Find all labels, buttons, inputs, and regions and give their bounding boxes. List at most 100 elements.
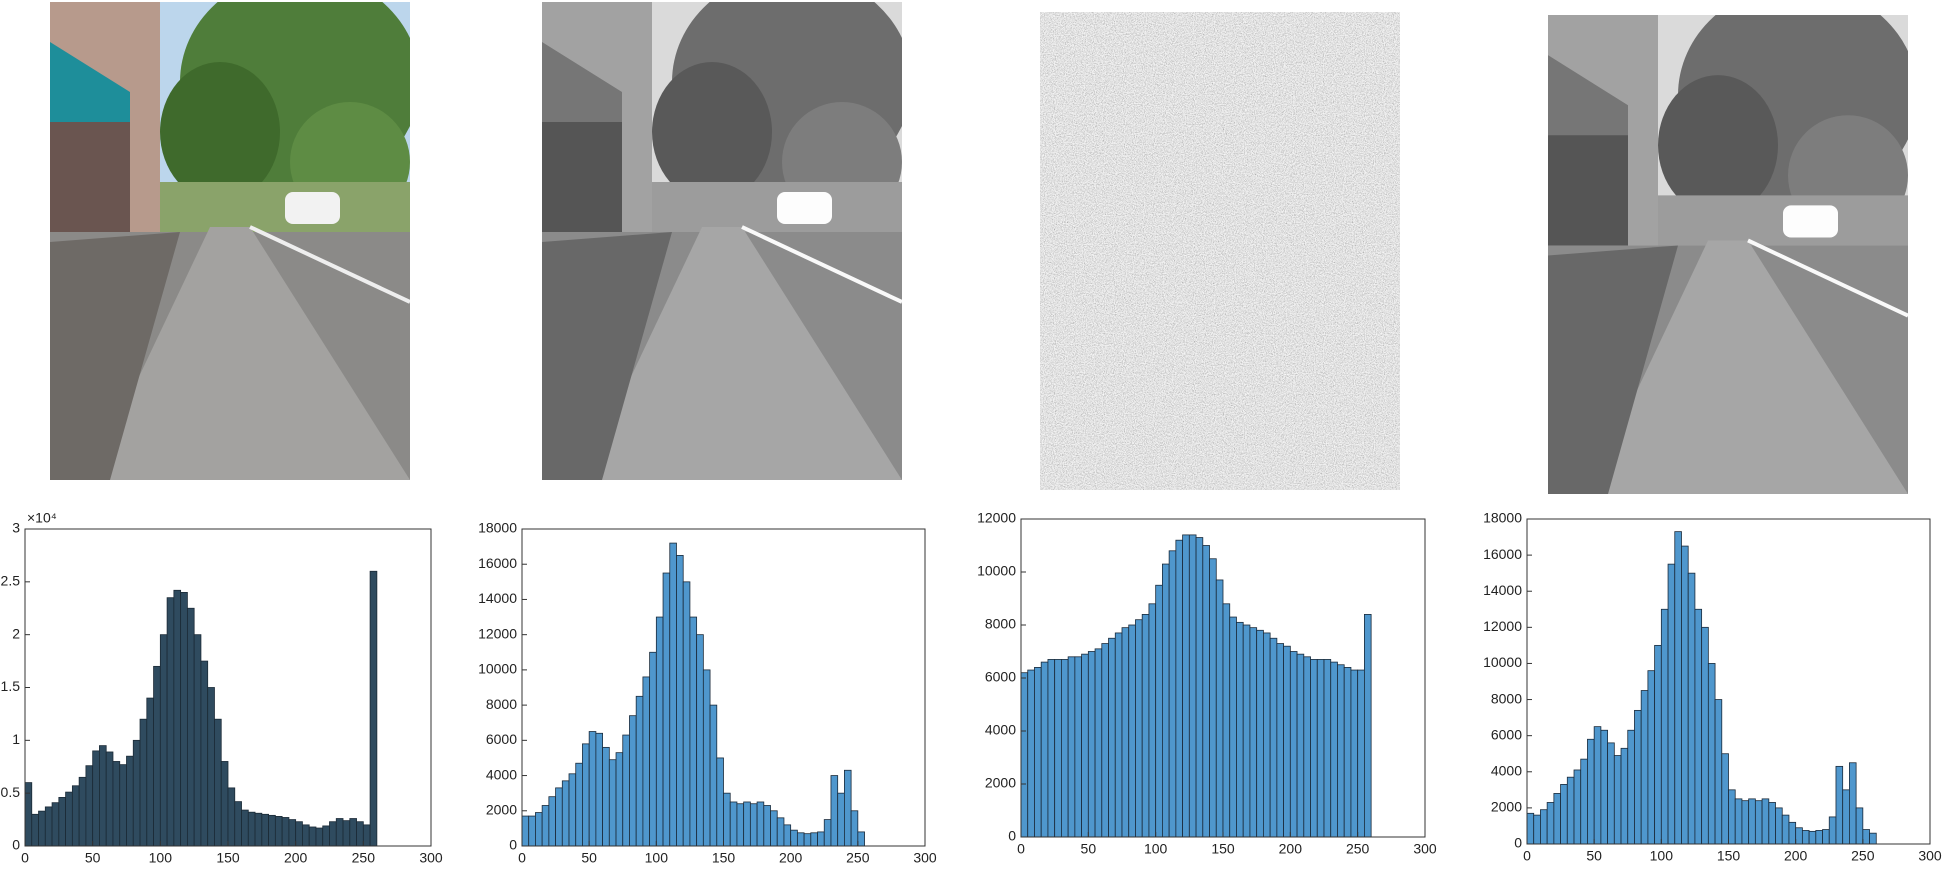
x-tick-label: 200 [1279, 841, 1303, 857]
x-tick-label: 50 [85, 850, 101, 866]
histogram-bar [1242, 624, 1251, 838]
y-tick-label: 16000 [478, 555, 517, 571]
histogram-bar [669, 542, 677, 847]
histogram-bar [1182, 534, 1190, 838]
histogram-bar [1647, 670, 1656, 845]
y-tick-label: 2000 [486, 801, 517, 817]
histogram-bar [1566, 776, 1575, 845]
histogram-bar [1175, 539, 1184, 838]
histogram-bar [302, 824, 310, 847]
histogram-bar [1734, 798, 1743, 845]
histogram-bar [58, 796, 66, 847]
histogram-bar [649, 651, 657, 847]
histogram-bar [588, 731, 597, 847]
histogram-bar [1660, 608, 1669, 845]
histogram-bar [561, 780, 570, 847]
histogram-bar [1283, 645, 1291, 838]
histogram-bar [247, 811, 256, 847]
histogram-bar [31, 813, 39, 847]
x-tick-label: 100 [1650, 848, 1674, 864]
x-tick-label: 0 [21, 850, 29, 866]
x-tick-label: 150 [1717, 848, 1741, 864]
histogram-bar [1808, 830, 1817, 845]
x-tick-label: 250 [352, 850, 376, 866]
histogram-bar [837, 792, 845, 847]
histogram-bar [288, 819, 297, 847]
histogram-bar [756, 801, 765, 847]
histogram-bar [1222, 603, 1231, 838]
histogram-bar [1074, 656, 1083, 838]
histogram-bar [44, 806, 53, 847]
histogram-bar [1114, 632, 1123, 838]
histogram-bar [790, 829, 798, 847]
histogram-bar [342, 820, 351, 847]
x-tick-label: 50 [1081, 841, 1097, 857]
histogram-bar [1236, 621, 1244, 838]
histogram-bar [186, 607, 195, 847]
histogram-bar [1687, 572, 1696, 845]
y-tick-label: 0 [1514, 835, 1522, 851]
y-tick-label: 12000 [478, 625, 517, 641]
histogram-bar [193, 634, 202, 847]
histogram-bar [1289, 651, 1298, 838]
histogram-bar [1209, 558, 1217, 838]
histogram-bar [1155, 584, 1163, 838]
histogram-bar [214, 718, 222, 847]
histogram-bar [227, 787, 236, 847]
histogram-bar [1754, 800, 1763, 845]
x-tick-label: 0 [1523, 848, 1531, 864]
histogram-bar [696, 634, 704, 847]
histogram-bar [119, 764, 127, 847]
histogram-bar [65, 791, 73, 847]
x-tick-label: 300 [1413, 841, 1437, 857]
histogram-bar [575, 762, 583, 847]
x-tick-label: 0 [518, 850, 526, 866]
histogram-bar [1620, 747, 1629, 845]
histogram-bar [322, 825, 330, 847]
y-tick-label: 6000 [985, 669, 1016, 685]
histogram-bar [1587, 738, 1595, 845]
histogram-bar [635, 695, 644, 847]
histogram-bar [763, 805, 771, 847]
grayscale-image [542, 2, 902, 480]
x-tick-label: 250 [846, 850, 870, 866]
y-tick-label: 14000 [1483, 582, 1522, 598]
y-tick-label: 10000 [478, 661, 517, 677]
histogram-bar [159, 634, 168, 847]
histogram-bar [274, 816, 283, 847]
y-tick-label: 2000 [985, 775, 1016, 791]
histogram-bar [1061, 659, 1069, 838]
y-tick-label: 4000 [985, 722, 1016, 738]
x-tick-label: 300 [419, 850, 443, 866]
x-tick-label: 100 [1144, 841, 1168, 857]
histogram-bar [38, 810, 46, 847]
histogram-bar [1168, 550, 1177, 838]
y-tick-label: 16000 [1483, 546, 1522, 562]
histogram-bar [1674, 531, 1682, 845]
histogram-bar [1540, 809, 1548, 845]
histogram-bar [1533, 814, 1541, 845]
histogram-bar [702, 669, 711, 847]
histogram-bar [362, 824, 371, 847]
histogram-bar [1195, 537, 1204, 838]
x-tick-label: 200 [284, 850, 308, 866]
histogram-bar [1701, 626, 1709, 845]
histogram-bar [349, 818, 357, 847]
histogram-bar [1801, 830, 1810, 845]
histogram-bar [1580, 758, 1588, 845]
histogram-bar [796, 832, 805, 847]
histogram-bar [1741, 800, 1750, 845]
original-image [50, 2, 410, 480]
histogram-bar [24, 782, 33, 847]
x-tick-label: 150 [1211, 841, 1235, 857]
histogram-bar [234, 801, 242, 847]
histogram-bar [1034, 667, 1042, 838]
x-tick-label: 150 [216, 850, 240, 866]
histogram-bar [1202, 545, 1210, 838]
histogram-bar [743, 801, 751, 847]
histogram-bar [844, 769, 852, 847]
y-tick-label: 8000 [486, 696, 517, 712]
histogram-bar [615, 752, 624, 847]
histogram-bar [1081, 653, 1089, 838]
decrypted-image [1548, 0, 1918, 494]
